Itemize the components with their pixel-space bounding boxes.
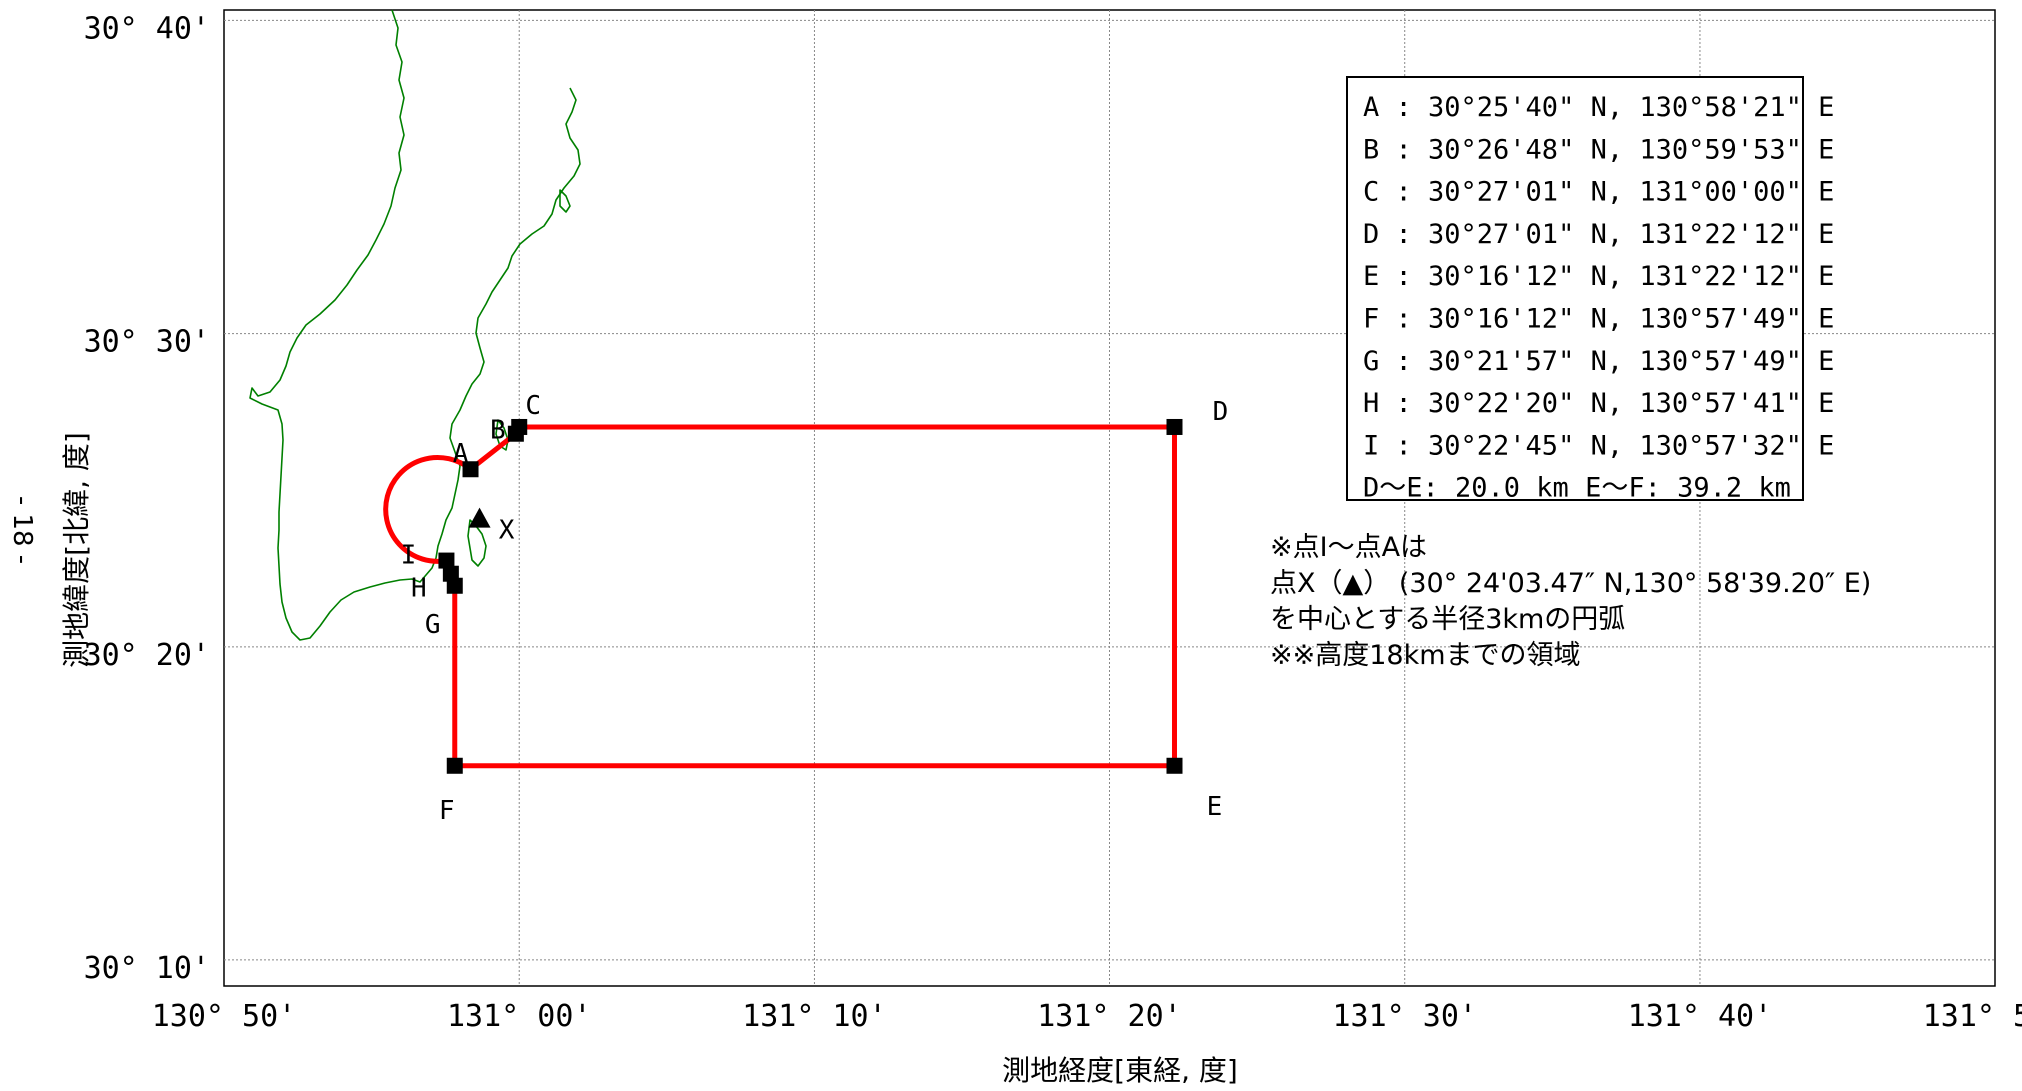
- legend-line: F : 30°16'12" N, 130°57'49" E: [1363, 304, 1834, 335]
- point-label-a: A: [453, 439, 469, 469]
- legend-line: B : 30°26'48" N, 130°59'53" E: [1363, 134, 1834, 165]
- x-tick-label: 131° 50': [1923, 999, 2022, 1034]
- point-label-d: D: [1213, 397, 1229, 427]
- legend-line: A : 30°25'40" N, 130°58'21" E: [1363, 92, 1834, 123]
- airspace-boundary: [383, 424, 1177, 769]
- coastline-islet-b: [495, 419, 509, 451]
- y-tick-label: 30° 40': [84, 11, 210, 46]
- point-markers: ABC D E F GHI X: [401, 391, 1229, 826]
- marker-e: [1166, 757, 1183, 774]
- x-tick-label: 131° 40': [1628, 999, 1773, 1034]
- x-axis-title: 測地経度[東経, 度]: [1002, 1054, 1238, 1087]
- x-tick-label: 131° 10': [742, 999, 887, 1034]
- legend-box: [1346, 76, 1804, 501]
- x-tick-label: 131° 00': [447, 999, 592, 1034]
- legend-line: D : 30°27'01" N, 131°22'12" E: [1363, 219, 1834, 250]
- point-label-x: X: [499, 516, 515, 546]
- x-tick-label: 131° 30': [1332, 999, 1477, 1034]
- point-label-e: E: [1207, 792, 1223, 822]
- legend-line: E : 30°16'12" N, 131°22'12" E: [1363, 261, 1834, 292]
- y-tick-label: 30° 30': [84, 325, 210, 360]
- point-label-i: I: [401, 541, 417, 571]
- marker-d: [1166, 418, 1183, 435]
- point-label-h: H: [411, 574, 427, 604]
- x-tick-label: 131° 20': [1037, 999, 1182, 1034]
- legend-line: G : 30°21'57" N, 130°57'49" E: [1363, 346, 1834, 377]
- legend-line: D〜E: 20.0 km E〜F: 39.2 km: [1363, 473, 1791, 504]
- note-line: ※※高度18kmまでの領域: [1270, 640, 1581, 671]
- point-label-f: F: [439, 796, 455, 826]
- marker-h: [442, 565, 459, 582]
- legend-line: C : 30°27'01" N, 131°00'00" E: [1363, 177, 1834, 208]
- point-label-g: G: [425, 610, 441, 640]
- marker-a: [462, 461, 479, 478]
- coordinate-legend: A : 30°25'40" N, 130°58'21" E B : 30°26'4…: [1346, 76, 1834, 504]
- marker-f: [446, 757, 463, 774]
- coastline: [249, 9, 581, 641]
- y-tick-label: 30° 10': [84, 951, 210, 986]
- x-tick-labels: 130° 50' 131° 00' 131° 10' 131° 20' 131° 30'…: [152, 999, 2022, 1034]
- center-marker-x: [468, 507, 491, 528]
- note-line: ※点I〜点Aは: [1270, 532, 1427, 563]
- point-label-c: C: [525, 391, 541, 421]
- x-tick-label: 130° 50': [152, 999, 297, 1034]
- y-tick-label: 30° 20': [84, 638, 210, 673]
- point-label-b: B: [490, 416, 506, 446]
- marker-c: [511, 418, 528, 435]
- y-axis-title: 測地緯度[北緯, 度]: [60, 432, 93, 668]
- coastline-islet-north: [559, 189, 571, 213]
- grid-lines: [223, 9, 1996, 987]
- note-line: 点X（▲） (30° 24'03.47″ N,130° 58'39.20″ E): [1270, 568, 1871, 599]
- page-number: - 18 -: [7, 496, 37, 564]
- marker-i: [438, 552, 455, 569]
- coastline-main-island: [249, 9, 581, 641]
- note-line: を中心とする半径3kmの円弧: [1270, 604, 1625, 635]
- legend-line: I : 30°22'45" N, 130°57'32" E: [1363, 430, 1834, 461]
- legend-line: H : 30°22'20" N, 130°57'41" E: [1363, 388, 1834, 419]
- y-tick-labels: 30° 40' 30° 30' 30° 20' 30° 10': [84, 11, 210, 986]
- marker-g: [446, 577, 463, 594]
- coastline-islet-x: [467, 519, 487, 567]
